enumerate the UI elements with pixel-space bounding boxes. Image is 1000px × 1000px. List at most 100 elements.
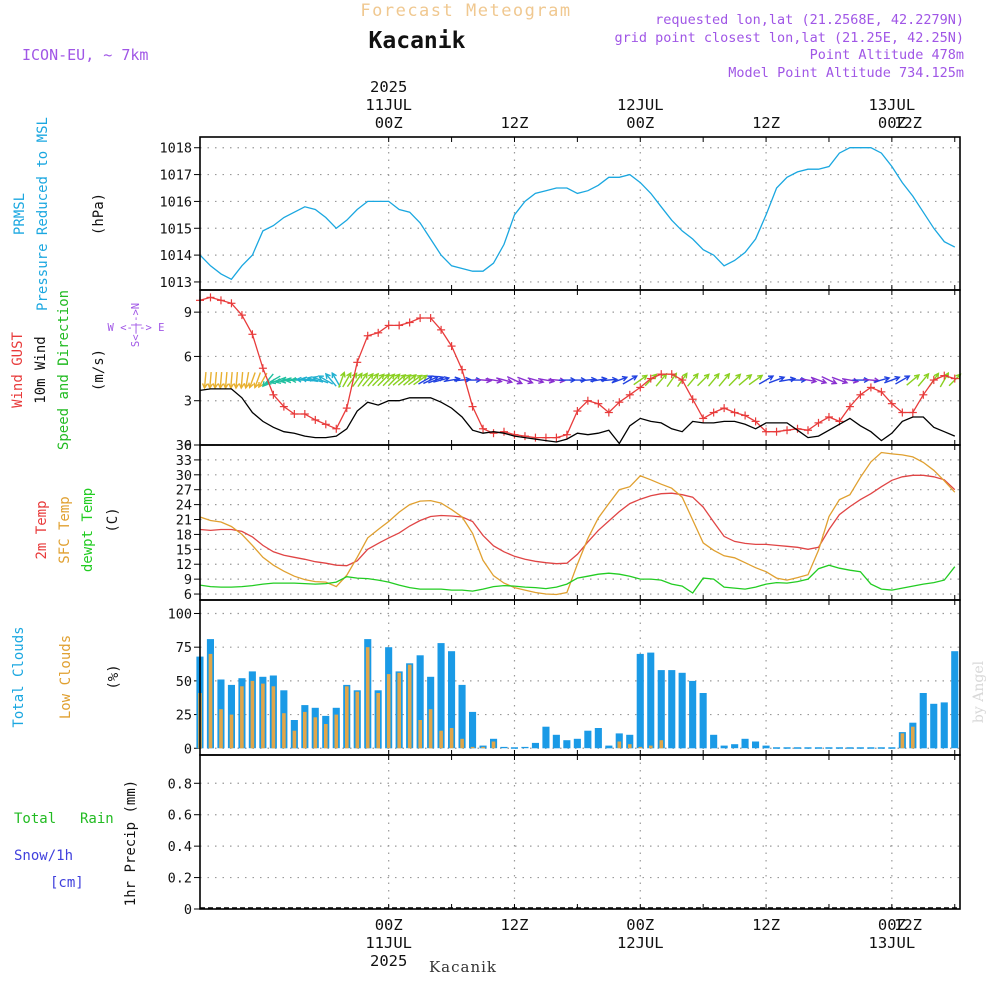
precip-label-snow: Snow/1h (14, 848, 73, 864)
clouds-panel: 0 25 50 75 100 (168, 599, 961, 757)
wind-arrow (884, 375, 901, 384)
gust-marker (269, 390, 278, 399)
total-cloud-bar (448, 651, 456, 749)
pressure-label-reduced: Pressure Reduced to MSL (35, 117, 51, 311)
wind-arrow (758, 375, 775, 385)
wind-arrow (697, 373, 710, 387)
temperature-frame (199, 444, 961, 601)
gust-marker (856, 390, 865, 399)
gust-marker (416, 314, 425, 323)
gust-marker (646, 374, 655, 383)
total-cloud-bar (773, 747, 781, 749)
gust-marker (741, 411, 750, 420)
gust-marker (311, 415, 320, 424)
total-cloud-bar (594, 728, 602, 749)
gust-marker (258, 364, 267, 373)
gust-marker (604, 408, 613, 417)
gust-marker (688, 395, 697, 404)
total-cloud-bar (720, 745, 728, 749)
low-cloud-bar (208, 653, 213, 749)
total-cloud-bar (657, 670, 665, 749)
compass-sn: S<-|->N (130, 303, 142, 347)
y-tick-label: 0.2 (168, 871, 192, 887)
wind-arrow (217, 372, 224, 390)
wind-arrow (228, 372, 235, 390)
y-tick-label: 24 (176, 498, 192, 514)
cloud-label-unit: (%) (106, 664, 122, 689)
wind-arrow (377, 373, 391, 387)
total-cloud-bar (731, 744, 739, 749)
top-tick-label: 12Z (752, 114, 780, 132)
wind-arrow (238, 372, 245, 390)
gust-marker (332, 424, 341, 433)
wind-arrow (738, 373, 753, 386)
bottom-tick-label: 13JUL (869, 934, 916, 952)
low-cloud-bar (481, 746, 485, 749)
total-cloud-bar (877, 747, 885, 749)
product-title: Forecast Meteogram (360, 1, 571, 21)
y-tick-label: 0 (184, 438, 192, 454)
wind-label-gust: Wind GUST (10, 332, 26, 408)
wind-arrow (748, 374, 764, 386)
wind-arrow (352, 372, 363, 388)
wind-arrow (342, 371, 352, 388)
gust-marker (363, 331, 372, 340)
low-cloud-bar (649, 745, 653, 749)
total-cloud-bar (689, 680, 697, 749)
gust-marker (458, 365, 467, 374)
requested-point: requested lon,lat (21.2568E, 42.2279N) (655, 12, 964, 28)
gust-marker (520, 432, 529, 441)
low-cloud-bar (617, 741, 622, 749)
total-cloud-bar (636, 653, 644, 749)
gust-marker (583, 396, 592, 405)
low-cloud-bar (470, 746, 475, 749)
bottom-tick-label: 12Z (500, 916, 528, 934)
total-cloud-bar (867, 747, 875, 749)
total-cloud-bar (919, 693, 927, 749)
total-cloud-bar (437, 643, 445, 749)
wind-arrow (728, 373, 742, 387)
low-cloud-bar (219, 709, 223, 749)
wind-arrow (212, 372, 219, 390)
gust-marker (531, 433, 540, 442)
series-2m-temp (199, 474, 956, 567)
total-cloud-bar (678, 672, 686, 749)
top-tick-label: 12JUL (617, 96, 664, 114)
total-cloud-bar (783, 747, 791, 749)
y-tick-label: 1017 (159, 168, 192, 184)
y-tick-label: 0.8 (168, 776, 192, 792)
wind-arrow (906, 373, 921, 386)
low-cloud-bar (439, 730, 443, 749)
gust-marker (510, 430, 519, 439)
wind-arrow (496, 377, 514, 384)
precip-label-axis: 1hr Precip (mm) (123, 780, 139, 906)
top-tick-label: 00Z (878, 114, 906, 132)
total-cloud-bar (794, 747, 802, 749)
wind-arrow (633, 374, 649, 386)
y-tick-label: 0.4 (168, 839, 192, 855)
gust-marker (279, 402, 288, 411)
low-cloud-bar (250, 680, 255, 749)
gust-marker (929, 376, 938, 385)
y-tick-label: 1018 (159, 141, 192, 157)
wind-arrow (387, 373, 401, 387)
temp-label-dewpt: dewpt Temp (80, 488, 96, 572)
series-dewpt-temp (199, 564, 956, 594)
wind-arrow (317, 375, 334, 385)
wind-arrow (873, 376, 891, 383)
gust-marker (384, 321, 393, 330)
total-cloud-bar (835, 747, 843, 749)
pressure-panel: 1013 1014 1015 1016 1017 1018 (159, 136, 961, 291)
gust-marker (887, 399, 896, 408)
low-cloud-bar (449, 728, 454, 749)
y-tick-label: 9 (184, 572, 192, 588)
gust-marker (395, 321, 404, 330)
wind-arrow (707, 372, 720, 387)
precipitation-frame (199, 754, 961, 910)
low-cloud-bar (313, 717, 318, 749)
wind-arrow (372, 373, 385, 387)
gust-marker (405, 318, 414, 327)
low-cloud-bar (303, 711, 307, 749)
low-cloud-bar (282, 713, 286, 749)
top-tick-label: 12Z (894, 114, 922, 132)
